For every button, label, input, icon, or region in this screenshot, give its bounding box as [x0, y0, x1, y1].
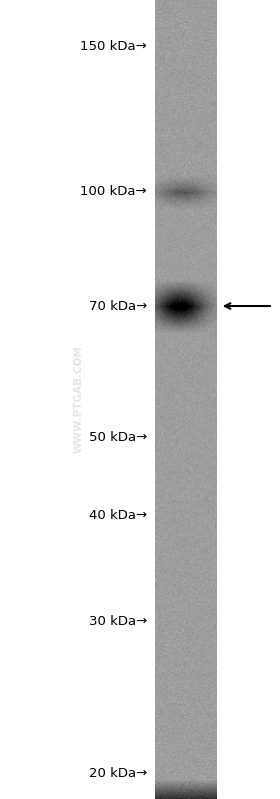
Text: 100 kDa→: 100 kDa→ — [80, 185, 147, 198]
Text: 20 kDa→: 20 kDa→ — [89, 767, 147, 780]
Text: 30 kDa→: 30 kDa→ — [89, 615, 147, 628]
Bar — [217, 0, 280, 799]
Text: 50 kDa→: 50 kDa→ — [89, 431, 147, 444]
Text: 150 kDa→: 150 kDa→ — [80, 40, 147, 53]
Text: 70 kDa→: 70 kDa→ — [89, 300, 147, 312]
Text: WWW.PTGAB.COM: WWW.PTGAB.COM — [73, 346, 83, 453]
Text: 40 kDa→: 40 kDa→ — [89, 509, 147, 522]
